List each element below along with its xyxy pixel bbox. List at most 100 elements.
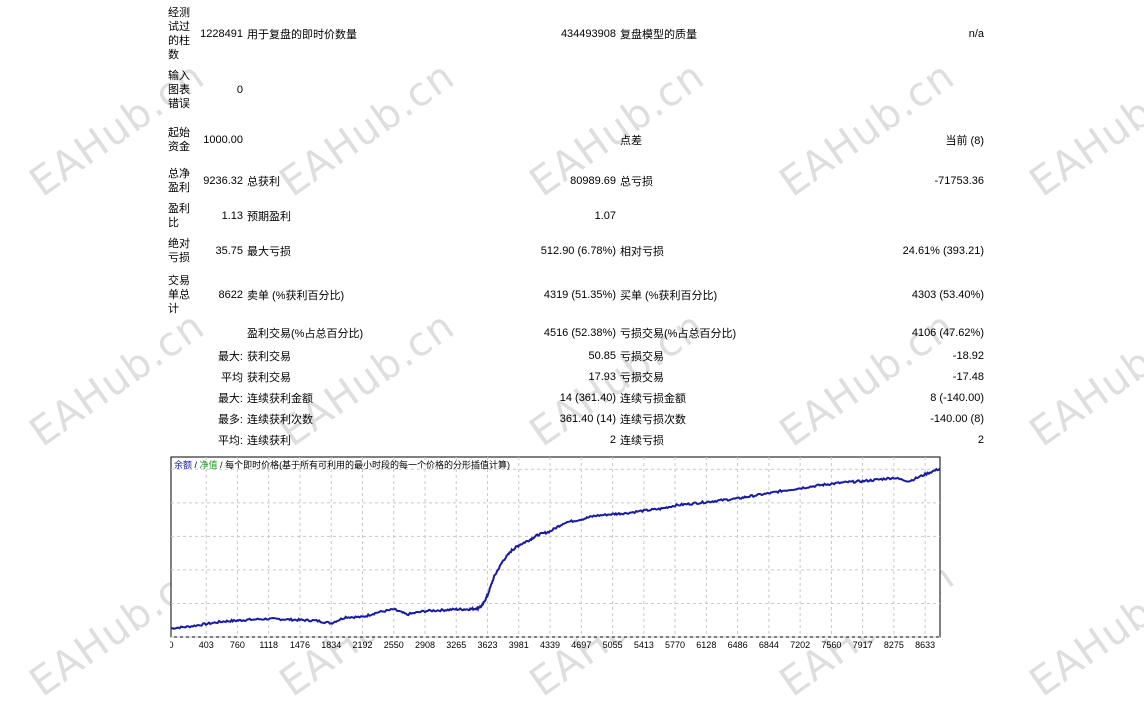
report-spacer [166,387,197,408]
x-tick-label: 0 [170,640,174,650]
report-label-2: 预期盈利 [247,211,291,223]
report-label-3 [618,199,792,233]
report-label-3: 连续亏损次数 [620,413,686,426]
report-label-3: 连续亏损 [620,434,664,447]
report-value-2: 4516 (52.38%) [543,327,616,339]
report-label-3: 复盘模型的质量 [620,29,697,41]
report-prefix: 最多: [217,413,243,426]
report-label: 起始资金 [168,127,190,153]
x-tick-label: 6128 [696,640,716,650]
watermark: EAHub.cn [1021,302,1144,456]
report-spacer [166,345,197,366]
report-value-2: 2 [609,433,616,446]
report-label: 盈利比 [168,203,190,229]
x-tick-label: 4697 [571,640,591,650]
report-spacer [166,429,197,450]
report-label: 经测试过的柱数 [168,7,190,61]
report-value-2: 1.07 [594,210,616,222]
report-value-3: -71753.36 [934,175,984,187]
report-label: 输入图表错误 [168,70,190,110]
report-label-2: 获利交易 [247,371,291,384]
report-value-2: 434493908 [560,28,616,40]
report-label-2: 盈利交易(%占总百分比) [247,328,364,340]
report-label: 绝对亏损 [168,238,190,264]
report-label-3: 连续亏损金额 [620,392,686,405]
report-value: 1228491 [200,28,243,40]
x-tick-label: 5055 [603,640,623,650]
report-value-3: 4106 (47.62%) [911,327,984,339]
legend-equity: 净值 [199,460,218,470]
report-value-3: 当前 (8) [945,135,985,147]
report-label: 交易单总计 [168,275,190,315]
report-label-3: 点差 [620,135,642,147]
report-value-2: 512.90 (6.78%) [540,245,616,257]
report-value-3: 24.61% (393.21) [902,245,984,257]
report-value: 9236.32 [203,175,243,187]
report-row: 绝对亏损 35.75 最大亏损 512.90 (6.78%) 相对亏损 24.61% (3… [166,233,986,269]
x-tick-label: 1834 [321,640,341,650]
report-label-3: 买单 (%获利百分比) [620,290,718,302]
report-value-3: -17.48 [952,370,984,383]
equity-chart: 0 403 760 1118 1476 1834 2192 2550 2908 3265 3623 3… [170,456,941,650]
report-row: 交易单总计 8622 卖单 (%获利百分比) 4319 (51.35%) 买单 (%获利… [166,269,986,321]
legend-description: 每个即时价格(基于所有可利用的最小时段的每一个价格的分形插值计算) [225,460,511,470]
report-label-3: 亏损交易(%占总百分比) [620,328,737,340]
report-value-3: 8 (-140.00) [930,391,984,404]
report-label-2: 最大亏损 [247,246,291,258]
x-tick-label: 403 [199,640,214,650]
report-value-2 [434,117,618,163]
report-value-3: 4303 (53.40%) [911,289,984,301]
report-label-2: 获利交易 [247,350,291,363]
report-label-2: 卖单 (%获利百分比) [247,290,345,302]
legend-separator: / [217,460,226,470]
report-label-3: 亏损交易 [620,371,664,384]
report-label-2: 连续获利 [247,434,291,447]
report-value-2: 14 (361.40) [559,391,616,404]
report-value: 1000.00 [203,134,243,146]
report-table: 经测试过的柱数 1228491 用于复盘的即时价数量 434493908 复盘模型的质量… [166,5,986,450]
report-label-2 [245,63,434,117]
report-value: 1.13 [221,210,243,222]
x-tick-label: 7917 [853,640,873,650]
report-value: 8622 [218,289,243,301]
legend-balance: 余额 [174,460,193,470]
report-row: 总净盈利 9236.32 总获利 80989.69 总亏损 -71753.36 [166,163,986,199]
report-sub-row: 盈利交易(%占总百分比) 4516 (52.38%) 亏损交易(%占总百分比) 410… [166,321,986,345]
report-row: 经测试过的柱数 1228491 用于复盘的即时价数量 434493908 复盘模型的质量… [166,5,986,63]
report-label-2: 连续获利金额 [247,392,313,405]
report-sub-row: 平均: 连续获利 2 连续亏损 2 [166,429,986,450]
x-tick-label: 3265 [446,640,466,650]
watermark: EAHub.cn [1021,52,1144,206]
report-label-2: 连续获利次数 [247,413,313,426]
report-label-3: 亏损交易 [620,350,664,363]
x-tick-label: 2908 [415,640,435,650]
report-prefix: 最大: [217,392,243,405]
report-label-3: 相对亏损 [620,246,664,258]
legend-separator: / [192,460,200,470]
report-label-3 [618,63,792,117]
report-row: 输入图表错误 0 [166,63,986,117]
report-value-2: 17.93 [588,370,616,383]
x-tick-label: 7202 [790,640,810,650]
x-tick-label: 760 [230,640,245,650]
report-sub-row: 最大: 连续获利金额 14 (361.40) 连续亏损金额 8 (-140.00) [166,387,986,408]
x-tick-label: 5770 [665,640,685,650]
x-tick-label: 5413 [634,640,654,650]
report-label-3: 总亏损 [620,176,653,188]
x-tick-label: 4339 [540,640,560,650]
x-tick-label: 7560 [821,640,841,650]
x-tick-label: 2192 [352,640,372,650]
report-label-2 [245,117,434,163]
report-prefix: 最大: [217,350,243,363]
report-label-2: 用于复盘的即时价数量 [247,29,357,41]
report-sub-row: 最大: 获利交易 50.85 亏损交易 -18.92 [166,345,986,366]
report-spacer [166,366,197,387]
report-spacer [166,408,197,429]
x-tick-label: 2550 [384,640,404,650]
x-tick-label: 1476 [290,640,310,650]
report-prefix: 平均 [221,371,243,384]
report-value-2: 50.85 [588,349,616,362]
report-label-2: 总获利 [247,176,280,188]
chart-legend: 余额 / 净值 / 每个即时价格(基于所有可利用的最小时段的每一个价格的分形插值… [174,458,510,471]
report-prefix [197,321,245,345]
